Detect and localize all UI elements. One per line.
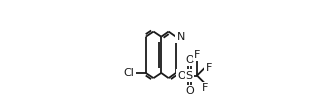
Text: O: O <box>185 86 194 96</box>
Text: Cl: Cl <box>124 68 135 78</box>
Text: N: N <box>177 32 185 42</box>
Text: F: F <box>202 83 208 93</box>
Text: F: F <box>205 63 212 73</box>
Text: O: O <box>177 71 186 81</box>
Text: S: S <box>186 71 193 81</box>
Text: F: F <box>194 50 200 60</box>
Text: O: O <box>185 55 194 65</box>
